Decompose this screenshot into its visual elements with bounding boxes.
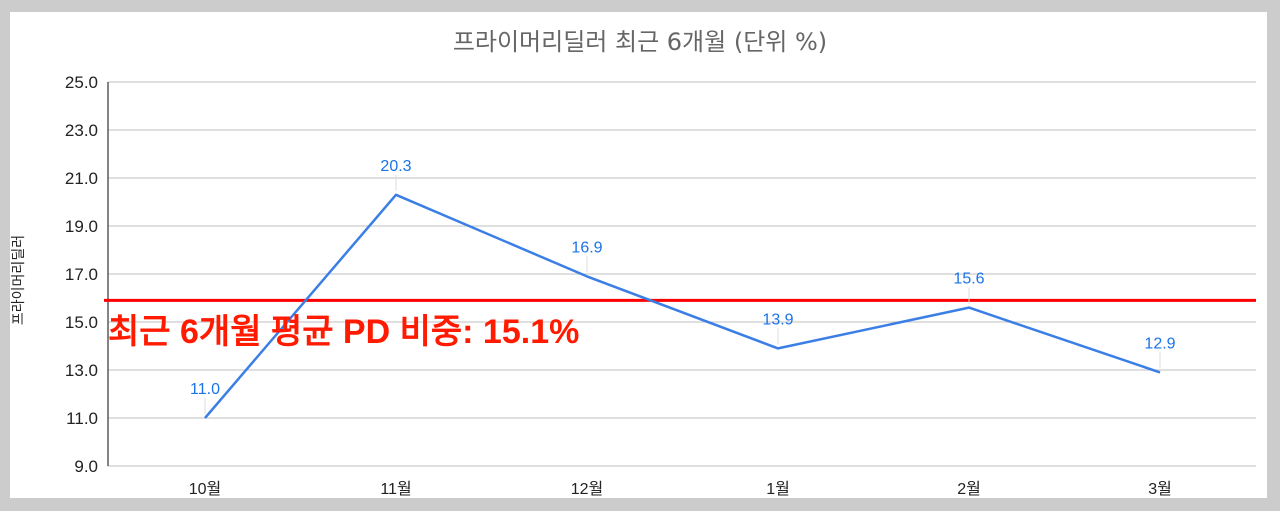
y-tick-label: 21.0 — [65, 169, 98, 188]
data-label: 13.9 — [762, 311, 793, 328]
x-tick-label: 10월 — [189, 480, 222, 498]
data-label: 12.9 — [1144, 335, 1175, 352]
y-tick-label: 11.0 — [66, 409, 98, 428]
chart-card — [10, 12, 1267, 498]
y-tick-label: 23.0 — [65, 121, 98, 140]
y-tick-label: 17.0 — [65, 265, 98, 284]
data-label: 11.0 — [190, 381, 220, 398]
x-tick-label: 3월 — [1148, 480, 1172, 498]
series-line — [204, 193, 1161, 419]
average-annotation: 최근 6개월 평균 PD 비중: 15.1% — [108, 313, 580, 351]
y-tick-label: 13.0 — [65, 361, 98, 380]
data-label: 15.6 — [953, 271, 984, 288]
x-tick-label: 11월 — [380, 480, 411, 498]
y-tick-label: 19.0 — [65, 217, 98, 236]
x-tick-label: 12월 — [571, 480, 604, 498]
data-label: 20.3 — [380, 158, 411, 175]
y-tick-label: 25.0 — [65, 73, 98, 92]
chart-title: 프라이머리딜러 최근 6개월 (단위 %) — [452, 28, 828, 56]
x-tick-label: 1월 — [766, 480, 790, 498]
data-label: 16.9 — [571, 239, 602, 256]
y-tick-label: 9.0 — [74, 457, 98, 476]
y-tick-label: 15.0 — [65, 313, 98, 332]
x-tick-label: 2월 — [957, 480, 981, 498]
